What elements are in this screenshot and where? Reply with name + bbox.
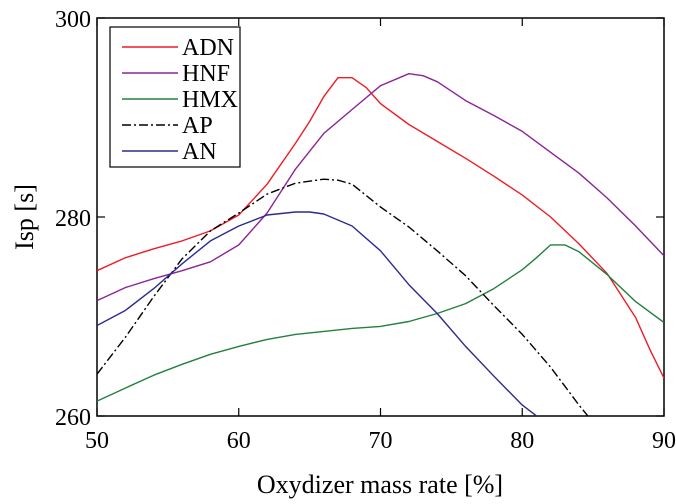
x-tick-label: 60 (227, 428, 251, 454)
series-line-an (97, 211, 538, 416)
tick-labels: 50 60 70 80 90 260 280 300 (55, 7, 676, 454)
axis-ticks (96, 17, 665, 417)
legend-box (109, 26, 241, 168)
series-line-ap (97, 178, 589, 416)
series-line-hmx (97, 244, 664, 402)
legend-label-hnf: HNF (182, 61, 230, 87)
y-axis-label: Isp [s] (10, 184, 39, 250)
y-tick-label: 280 (55, 206, 91, 232)
legend-label-an: AN (182, 139, 217, 165)
x-axis-label: Oxydizer mass rate [%] (257, 470, 503, 499)
legend-label-adn: ADN (182, 35, 234, 61)
x-tick-label: 80 (510, 428, 534, 454)
x-tick-label: 50 (85, 428, 109, 454)
y-tick-label: 260 (55, 405, 91, 431)
x-tick-label: 90 (652, 428, 676, 454)
legend-label-ap: AP (182, 113, 213, 139)
series-line-hnf (97, 72, 664, 302)
series-lines (97, 72, 664, 416)
y-tick-label: 300 (55, 7, 91, 33)
x-tick-label: 70 (369, 428, 393, 454)
legend-label-hmx: HMX (182, 87, 238, 113)
